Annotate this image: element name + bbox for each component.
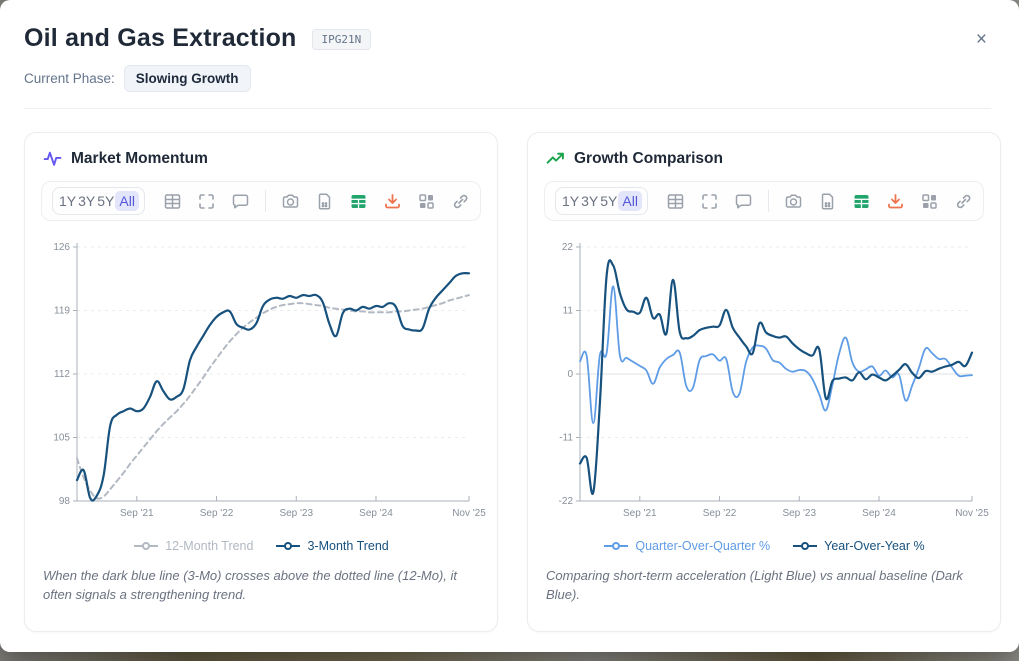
camera-icon[interactable] — [784, 192, 803, 211]
legend-marker-icon — [793, 542, 818, 550]
range-selector: 1Y 3Y 5Y All — [555, 187, 648, 215]
toolbar-divider — [265, 190, 266, 212]
range-3y-button[interactable]: 3Y — [581, 193, 599, 209]
chart-toolbar: 1Y 3Y 5Y All — [544, 181, 984, 221]
chart-legend: Quarter-Over-Quarter % Year-Over-Year % — [544, 539, 984, 553]
market-momentum-chart[interactable]: 98 105 112 119 126 Sep '21 Sep '22 Sep '23 Sep '… — [41, 237, 486, 529]
card-title: Growth Comparison — [574, 149, 723, 167]
legend-marker-icon — [134, 542, 159, 550]
legend-marker-icon — [604, 542, 629, 550]
svg-text:119: 119 — [54, 306, 70, 317]
svg-text:105: 105 — [53, 433, 70, 444]
svg-text:Sep '23: Sep '23 — [279, 508, 313, 519]
svg-text:Sep '21: Sep '21 — [120, 508, 154, 519]
legend-label: Quarter-Over-Quarter % — [635, 539, 771, 553]
camera-icon[interactable] — [281, 192, 300, 211]
svg-text:Sep '24: Sep '24 — [862, 508, 896, 519]
range-all-button[interactable]: All — [115, 191, 139, 211]
range-5y-button[interactable]: 5Y — [600, 193, 618, 209]
legend-item-3-month[interactable]: 3-Month Trend — [275, 539, 389, 553]
range-all-button[interactable]: All — [618, 191, 642, 211]
fullscreen-icon[interactable] — [700, 192, 719, 211]
legend-label: 3-Month Trend — [307, 539, 389, 553]
fullscreen-icon[interactable] — [197, 192, 216, 211]
close-icon[interactable]: × — [975, 29, 987, 50]
range-3y-button[interactable]: 3Y — [78, 193, 96, 209]
trending-up-icon — [546, 152, 564, 164]
card-title: Market Momentum — [71, 149, 208, 167]
chart-legend: 12-Month Trend 3-Month Trend — [41, 539, 481, 553]
link-icon[interactable] — [451, 192, 470, 211]
svg-text:0: 0 — [567, 369, 573, 380]
legend-label: 12-Month Trend — [165, 539, 254, 553]
svg-text:126: 126 — [53, 242, 70, 253]
modal-header: Oil and Gas Extraction IPG21N × Current … — [0, 0, 1019, 109]
chart-toolbar: 1Y 3Y 5Y All — [41, 181, 481, 221]
svg-text:-11: -11 — [559, 433, 573, 444]
export-table-icon[interactable] — [852, 192, 871, 211]
svg-text:Sep '22: Sep '22 — [703, 508, 737, 519]
growth-comparison-chart[interactable]: -22 -11 0 11 22 Sep '21 Sep '22 Sep '23 Sep '24 N… — [544, 237, 990, 529]
legend-label: Year-Over-Year % — [824, 539, 925, 553]
comment-icon[interactable] — [231, 192, 250, 211]
growth-comparison-card: Growth Comparison 1Y 3Y 5Y All — [527, 132, 1001, 632]
pulse-icon — [43, 151, 62, 166]
svg-text:Sep '21: Sep '21 — [623, 508, 657, 519]
legend-item-qoq[interactable]: Quarter-Over-Quarter % — [603, 539, 770, 553]
svg-text:22: 22 — [562, 242, 574, 253]
svg-text:Nov '25: Nov '25 — [955, 508, 989, 519]
range-1y-button[interactable]: 1Y — [59, 193, 77, 209]
data-table-icon[interactable] — [666, 192, 685, 211]
svg-text:98: 98 — [59, 496, 71, 507]
download-icon[interactable] — [886, 192, 905, 211]
svg-text:Sep '23: Sep '23 — [782, 508, 816, 519]
link-icon[interactable] — [954, 192, 973, 211]
legend-item-yoy[interactable]: Year-Over-Year % — [792, 539, 925, 553]
range-1y-button[interactable]: 1Y — [562, 193, 580, 209]
data-table-icon[interactable] — [163, 192, 182, 211]
download-icon[interactable] — [383, 192, 402, 211]
comment-icon[interactable] — [734, 192, 753, 211]
range-5y-button[interactable]: 5Y — [97, 193, 115, 209]
svg-text:Sep '24: Sep '24 — [359, 508, 393, 519]
export-table-icon[interactable] — [349, 192, 368, 211]
layout-icon[interactable] — [920, 192, 939, 211]
page-title: Oil and Gas Extraction — [24, 24, 297, 52]
report-icon[interactable] — [315, 192, 334, 211]
market-momentum-card: Market Momentum 1Y 3Y 5Y All — [24, 132, 498, 632]
svg-text:112: 112 — [54, 369, 70, 380]
current-phase-label: Current Phase: — [24, 71, 115, 86]
range-selector: 1Y 3Y 5Y All — [52, 187, 145, 215]
legend-item-12-month[interactable]: 12-Month Trend — [133, 539, 253, 553]
series-code-badge: IPG21N — [311, 29, 372, 50]
header-divider — [24, 108, 991, 109]
chart-caption: When the dark blue line (3-Mo) crosses a… — [43, 568, 458, 602]
phase-badge: Slowing Growth — [123, 65, 251, 92]
svg-text:Sep '22: Sep '22 — [200, 508, 234, 519]
report-icon[interactable] — [818, 192, 837, 211]
toolbar-divider — [768, 190, 769, 212]
layout-icon[interactable] — [417, 192, 436, 211]
svg-text:11: 11 — [563, 306, 574, 317]
chart-caption: Comparing short-term acceleration (Light… — [546, 568, 963, 602]
svg-text:Nov '25: Nov '25 — [452, 508, 486, 519]
svg-text:-22: -22 — [559, 496, 574, 507]
legend-marker-icon — [276, 542, 301, 550]
